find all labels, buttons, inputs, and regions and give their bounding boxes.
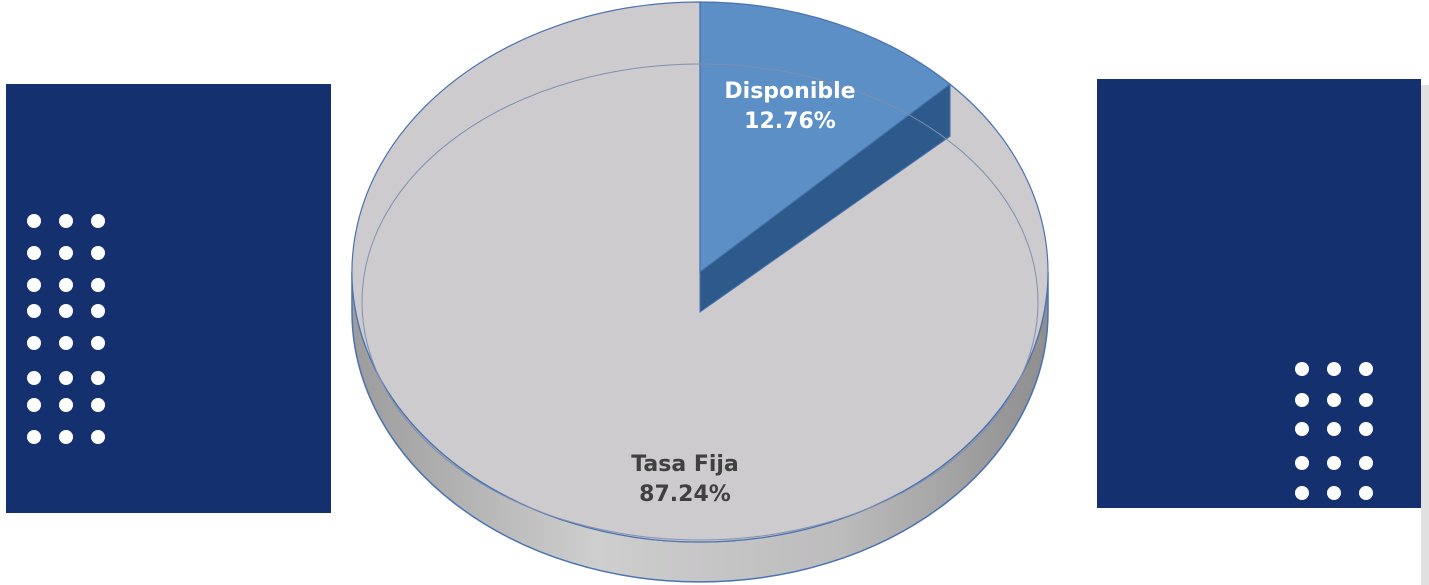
left-dots — [27, 214, 105, 444]
slice-value-label: 12.76% — [744, 109, 836, 134]
left-panel — [6, 84, 331, 513]
pie: Disponible 12.76% Tasa Fija 87.24% — [351, 1, 1049, 543]
right-dots — [1295, 362, 1373, 500]
slice-side — [699, 83, 951, 313]
pie-slice — [699, 1, 952, 274]
right-panel — [1097, 79, 1421, 508]
pie-rim — [361, 63, 1039, 541]
scroll-strip — [1421, 85, 1429, 585]
slice-value-label: 87.24% — [639, 482, 731, 507]
slice-label: Tasa Fija — [631, 452, 739, 477]
slice-label: Disponible — [724, 79, 855, 104]
